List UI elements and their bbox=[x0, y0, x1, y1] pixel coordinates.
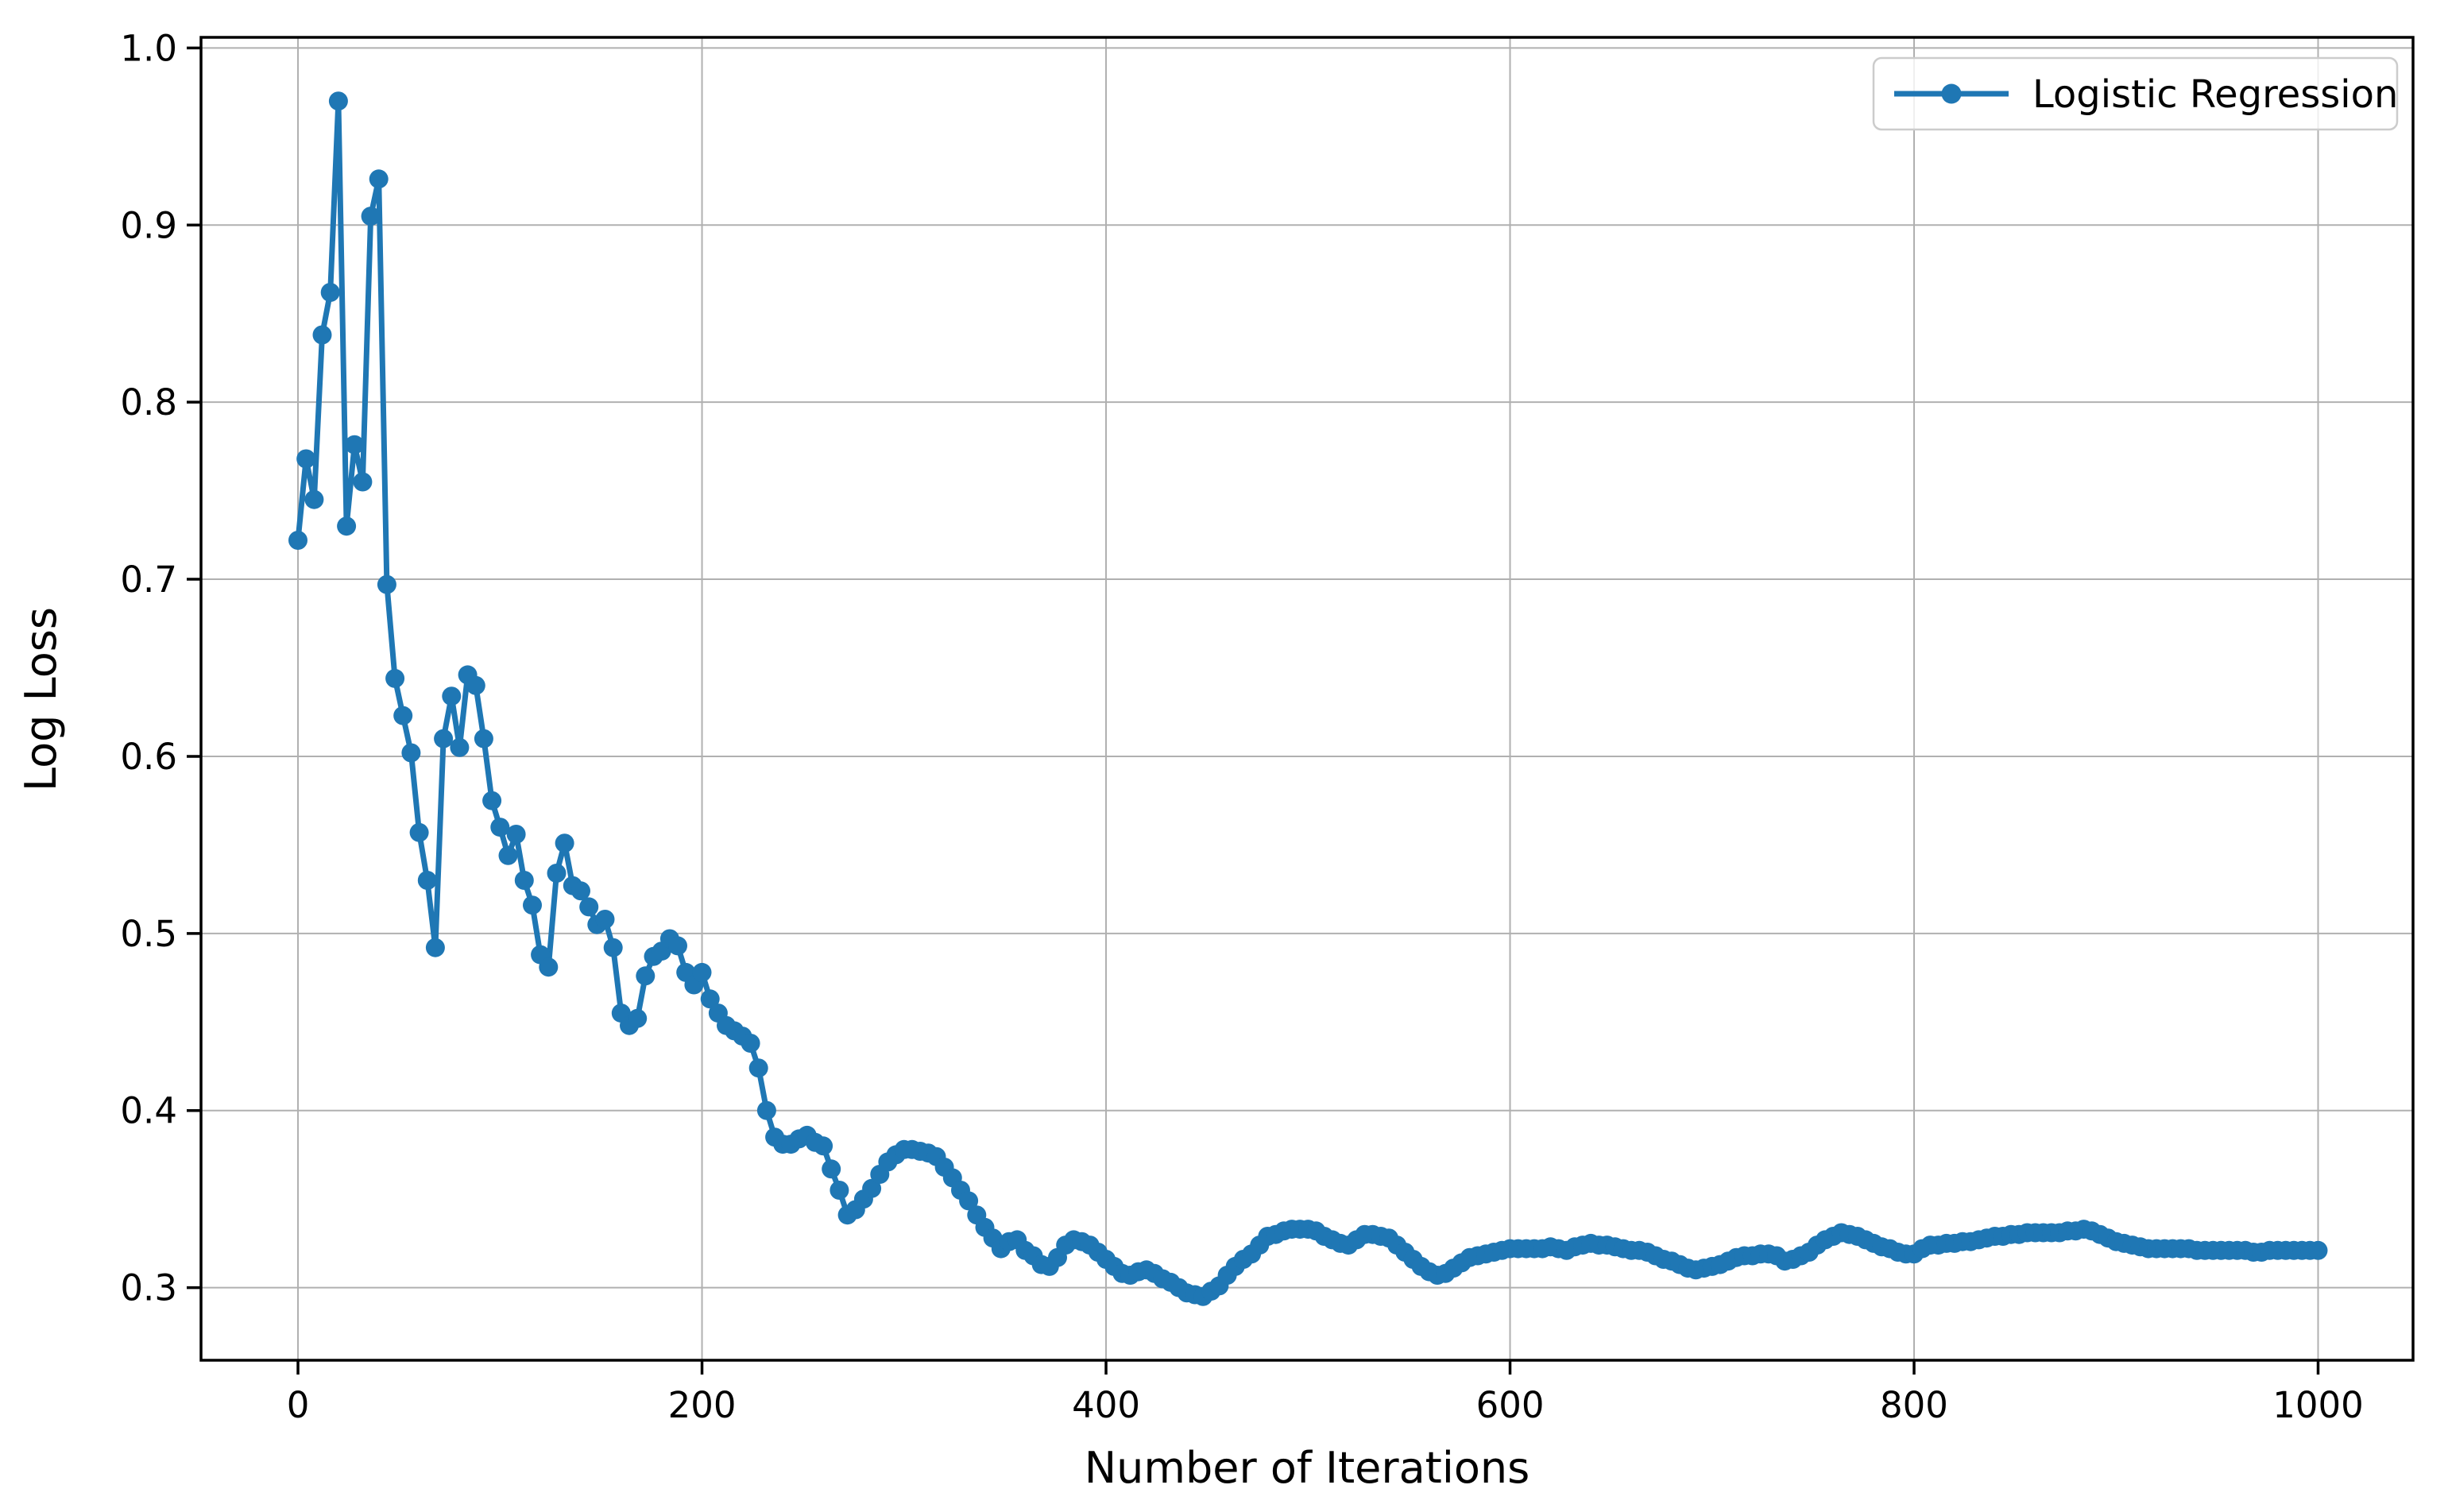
series-layer bbox=[288, 91, 2328, 1306]
data-point-marker bbox=[959, 1191, 979, 1211]
data-point-marker bbox=[466, 675, 485, 695]
data-point-marker bbox=[523, 895, 542, 915]
data-point-marker bbox=[628, 1008, 648, 1028]
data-point-marker bbox=[385, 668, 405, 688]
y-tick-label: 0.7 bbox=[120, 559, 177, 601]
data-point-marker bbox=[328, 91, 348, 111]
data-point-marker bbox=[474, 729, 493, 748]
data-point-marker bbox=[700, 989, 720, 1009]
data-point-marker bbox=[547, 864, 567, 883]
data-point-marker bbox=[450, 737, 470, 757]
data-point-marker bbox=[571, 881, 590, 901]
data-point-marker bbox=[506, 825, 526, 844]
plot-frame bbox=[199, 36, 2415, 1362]
grid-layer bbox=[201, 37, 2413, 1360]
x-axis-label: Number of Iterations bbox=[1085, 1443, 1530, 1493]
x-tick-label: 1000 bbox=[2272, 1384, 2364, 1426]
data-point-marker bbox=[361, 207, 381, 226]
data-point-marker bbox=[555, 833, 574, 853]
data-point-marker bbox=[417, 871, 437, 890]
data-point-marker bbox=[425, 938, 445, 957]
x-tick-label: 800 bbox=[1880, 1384, 1948, 1426]
data-point-marker bbox=[393, 706, 413, 725]
data-point-marker bbox=[320, 283, 340, 302]
y-axis-label: Log Loss bbox=[16, 607, 66, 791]
legend-box bbox=[1872, 56, 2399, 131]
y-tick-label: 0.8 bbox=[120, 381, 177, 423]
data-point-marker bbox=[636, 966, 656, 986]
y-tick-label: 0.9 bbox=[120, 204, 177, 246]
y-tick-label: 0.3 bbox=[120, 1267, 177, 1309]
data-point-marker bbox=[748, 1058, 768, 1078]
y-tick-label: 0.5 bbox=[120, 913, 177, 955]
data-point-marker bbox=[830, 1181, 849, 1200]
data-point-marker bbox=[482, 791, 502, 810]
data-point-marker bbox=[2308, 1240, 2328, 1260]
data-point-marker bbox=[498, 845, 518, 865]
data-point-marker bbox=[353, 472, 373, 492]
data-point-marker bbox=[692, 962, 712, 982]
data-point-marker bbox=[814, 1136, 833, 1156]
data-point-marker bbox=[579, 897, 599, 917]
data-point-marker bbox=[862, 1178, 882, 1198]
data-point-marker bbox=[595, 910, 615, 929]
x-tick-label: 400 bbox=[1072, 1384, 1140, 1426]
y-tick-label: 0.6 bbox=[120, 736, 177, 778]
data-point-marker bbox=[337, 516, 357, 536]
x-tick-label: 600 bbox=[1476, 1384, 1545, 1426]
data-point-marker bbox=[741, 1034, 760, 1053]
x-tick-label: 200 bbox=[668, 1384, 737, 1426]
data-point-marker bbox=[539, 957, 559, 977]
data-point-marker bbox=[822, 1159, 841, 1179]
data-point-marker bbox=[668, 936, 687, 956]
data-point-marker bbox=[304, 489, 324, 509]
data-point-marker bbox=[312, 325, 332, 345]
data-point-marker bbox=[603, 938, 623, 957]
data-point-marker bbox=[442, 686, 462, 706]
data-point-marker bbox=[756, 1100, 776, 1120]
data-point-marker bbox=[369, 169, 389, 189]
data-point-marker bbox=[296, 449, 316, 469]
legend: Logistic Regression bbox=[1872, 56, 2399, 131]
data-point-marker bbox=[434, 729, 454, 748]
data-point-marker bbox=[288, 531, 307, 550]
data-point-marker bbox=[401, 743, 421, 763]
tick-layer: 0 200 400 600 800 1000 0.3 0.4 0.5 0.6 0.7 0.8 0.9 1.… bbox=[120, 27, 2363, 1426]
y-tick-label: 1.0 bbox=[120, 27, 177, 69]
data-point-marker bbox=[514, 871, 534, 890]
x-tick-label: 0 bbox=[287, 1384, 310, 1426]
legend-marker-icon bbox=[1941, 83, 1962, 104]
legend-label: Logistic Regression bbox=[2032, 72, 2398, 117]
data-point-marker bbox=[409, 822, 429, 842]
data-point-marker bbox=[345, 435, 365, 454]
data-point-marker bbox=[377, 574, 396, 594]
y-tick-label: 0.4 bbox=[120, 1090, 177, 1132]
data-point-marker bbox=[490, 818, 510, 837]
